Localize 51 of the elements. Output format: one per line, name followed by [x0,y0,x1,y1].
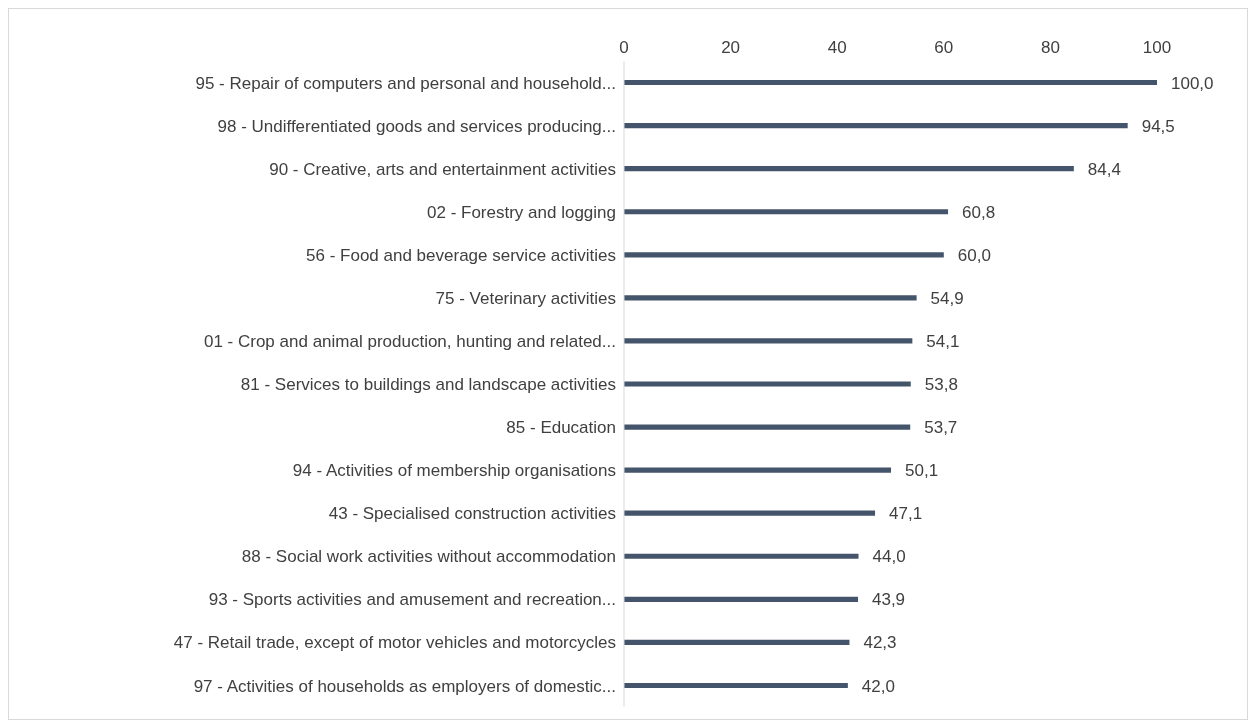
y-tick-label: 56 - Food and beverage service activities [306,245,616,265]
y-tick-label: 01 - Crop and animal production, hunting and related... [203,331,616,351]
bar [624,639,850,645]
data-label: 60,8 [962,202,996,222]
bar [624,209,949,215]
x-tick-label: 100 [1142,38,1172,57]
data-label: 100,0 [1171,73,1214,93]
bar [624,510,876,516]
x-tick-label: 60 [934,38,954,57]
bar [624,79,1157,86]
data-label: 54,9 [930,288,964,308]
y-tick-label: 95 - Repair of computers and personal and household... [195,73,616,93]
x-tick-label: 20 [721,38,741,57]
y-tick-label: 94 - Activities of membership organisations [292,461,616,481]
data-label: 50,1 [905,461,939,481]
y-tick-label: 85 - Education [506,418,616,438]
bar [624,553,859,559]
data-label: 47,1 [889,504,923,524]
y-tick-label: 75 - Veterinary activities [435,288,616,308]
data-label: 44,0 [872,547,906,567]
bar [624,295,917,301]
data-label: 60,0 [957,245,991,265]
bar [624,424,911,430]
bar [624,682,848,689]
bar [624,467,892,473]
data-label: 42,3 [863,633,897,653]
y-tick-label: 47 - Retail trade, except of motor vehicles and motorcycles [173,633,616,653]
bar [624,338,913,344]
data-label: 42,0 [861,676,895,696]
data-label: 43,9 [871,590,906,610]
x-tick-label: 80 [1040,38,1060,57]
y-tick-label: 81 - Services to buildings and landscape activities [240,375,616,395]
y-tick-label: 02 - Forestry and logging [427,202,616,222]
y-tick-label: 88 - Social work activities without accommodation [241,547,616,567]
bar [624,252,944,258]
data-label: 54,1 [926,331,960,351]
y-tick-label: 93 - Sports activities and amusement and recreation... [208,590,616,610]
data-label: 94,5 [1141,116,1175,136]
bar [624,381,911,387]
y-tick-label: 43 - Specialised construction activities [328,504,616,524]
data-label: 84,4 [1087,159,1121,179]
bar [624,596,858,602]
bar [624,166,1074,172]
y-tick-label: 90 - Creative, arts and entertainment activities [269,159,616,179]
data-label: 53,7 [924,418,958,438]
x-tick-label: 40 [827,38,847,57]
data-label: 53,8 [924,375,958,395]
y-tick-label: 98 - Undifferentiated goods and services producing... [217,116,616,136]
x-tick-label: 0 [619,38,629,57]
y-tick-label: 97 - Activities of households as employers of domestic... [193,676,616,696]
bar [624,123,1128,129]
